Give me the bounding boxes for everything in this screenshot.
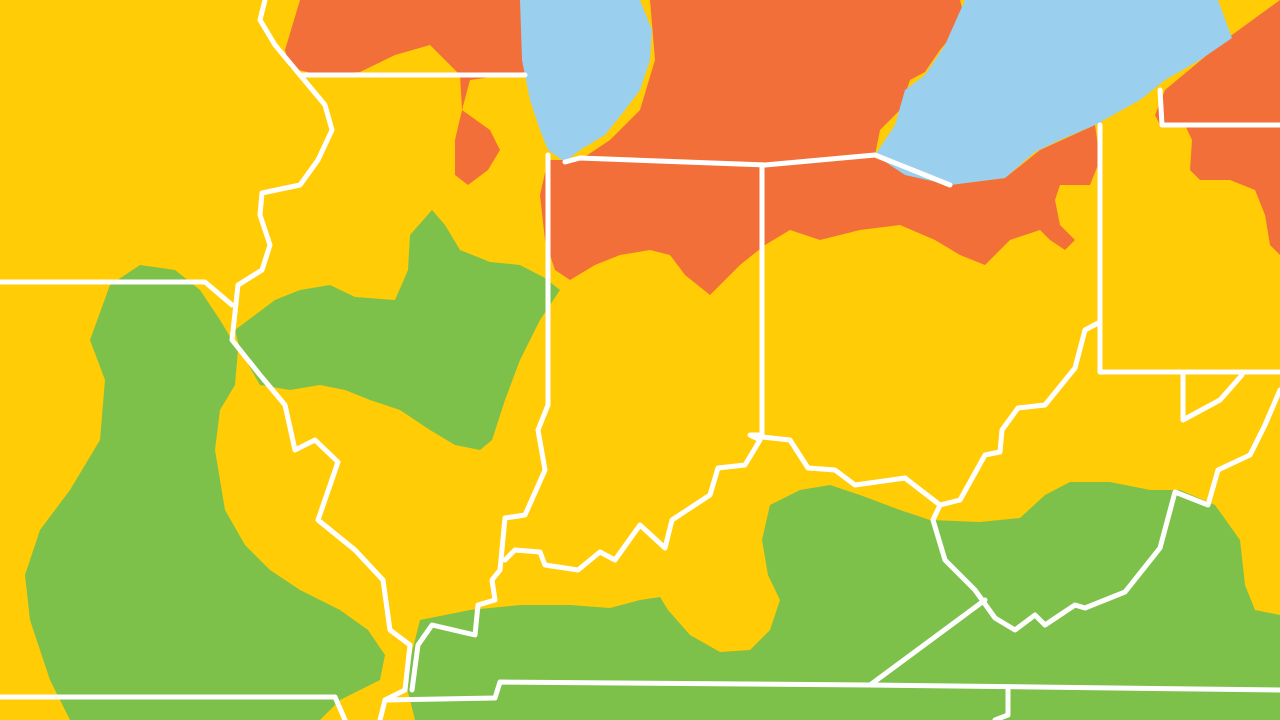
zone-green-central-illinois: [235, 210, 560, 450]
lake-erie: [875, 0, 1232, 185]
border-iowa-missouri: [0, 279, 235, 308]
border-il-indiana: [409, 152, 551, 693]
border-wv-kentucky: [930, 387, 1280, 633]
border-ohio-pennsylvania: [1097, 122, 1280, 375]
border-pa-ny: [1157, 87, 1280, 128]
border-south-stub: [992, 687, 1011, 720]
zone-orange-north-illinois: [285, 0, 525, 185]
border-mississippi-river: [229, 0, 413, 720]
border-missouri-arkansas: [0, 694, 348, 720]
zone-green-south: [405, 482, 1280, 720]
zone-orange-michigan-indiana-ohio: [540, 0, 1100, 295]
border-ky-virginia: [867, 597, 988, 688]
border-wv-panhandle: [1180, 372, 1245, 423]
zone-green-west: [25, 265, 385, 720]
lake-michigan: [520, 0, 652, 162]
border-indiana-michigan: [562, 152, 953, 188]
border-ohio-river-indiana: [502, 432, 765, 573]
border-tn-kentucky: [382, 679, 1280, 703]
border-ohio-river-ohio: [759, 319, 1103, 508]
